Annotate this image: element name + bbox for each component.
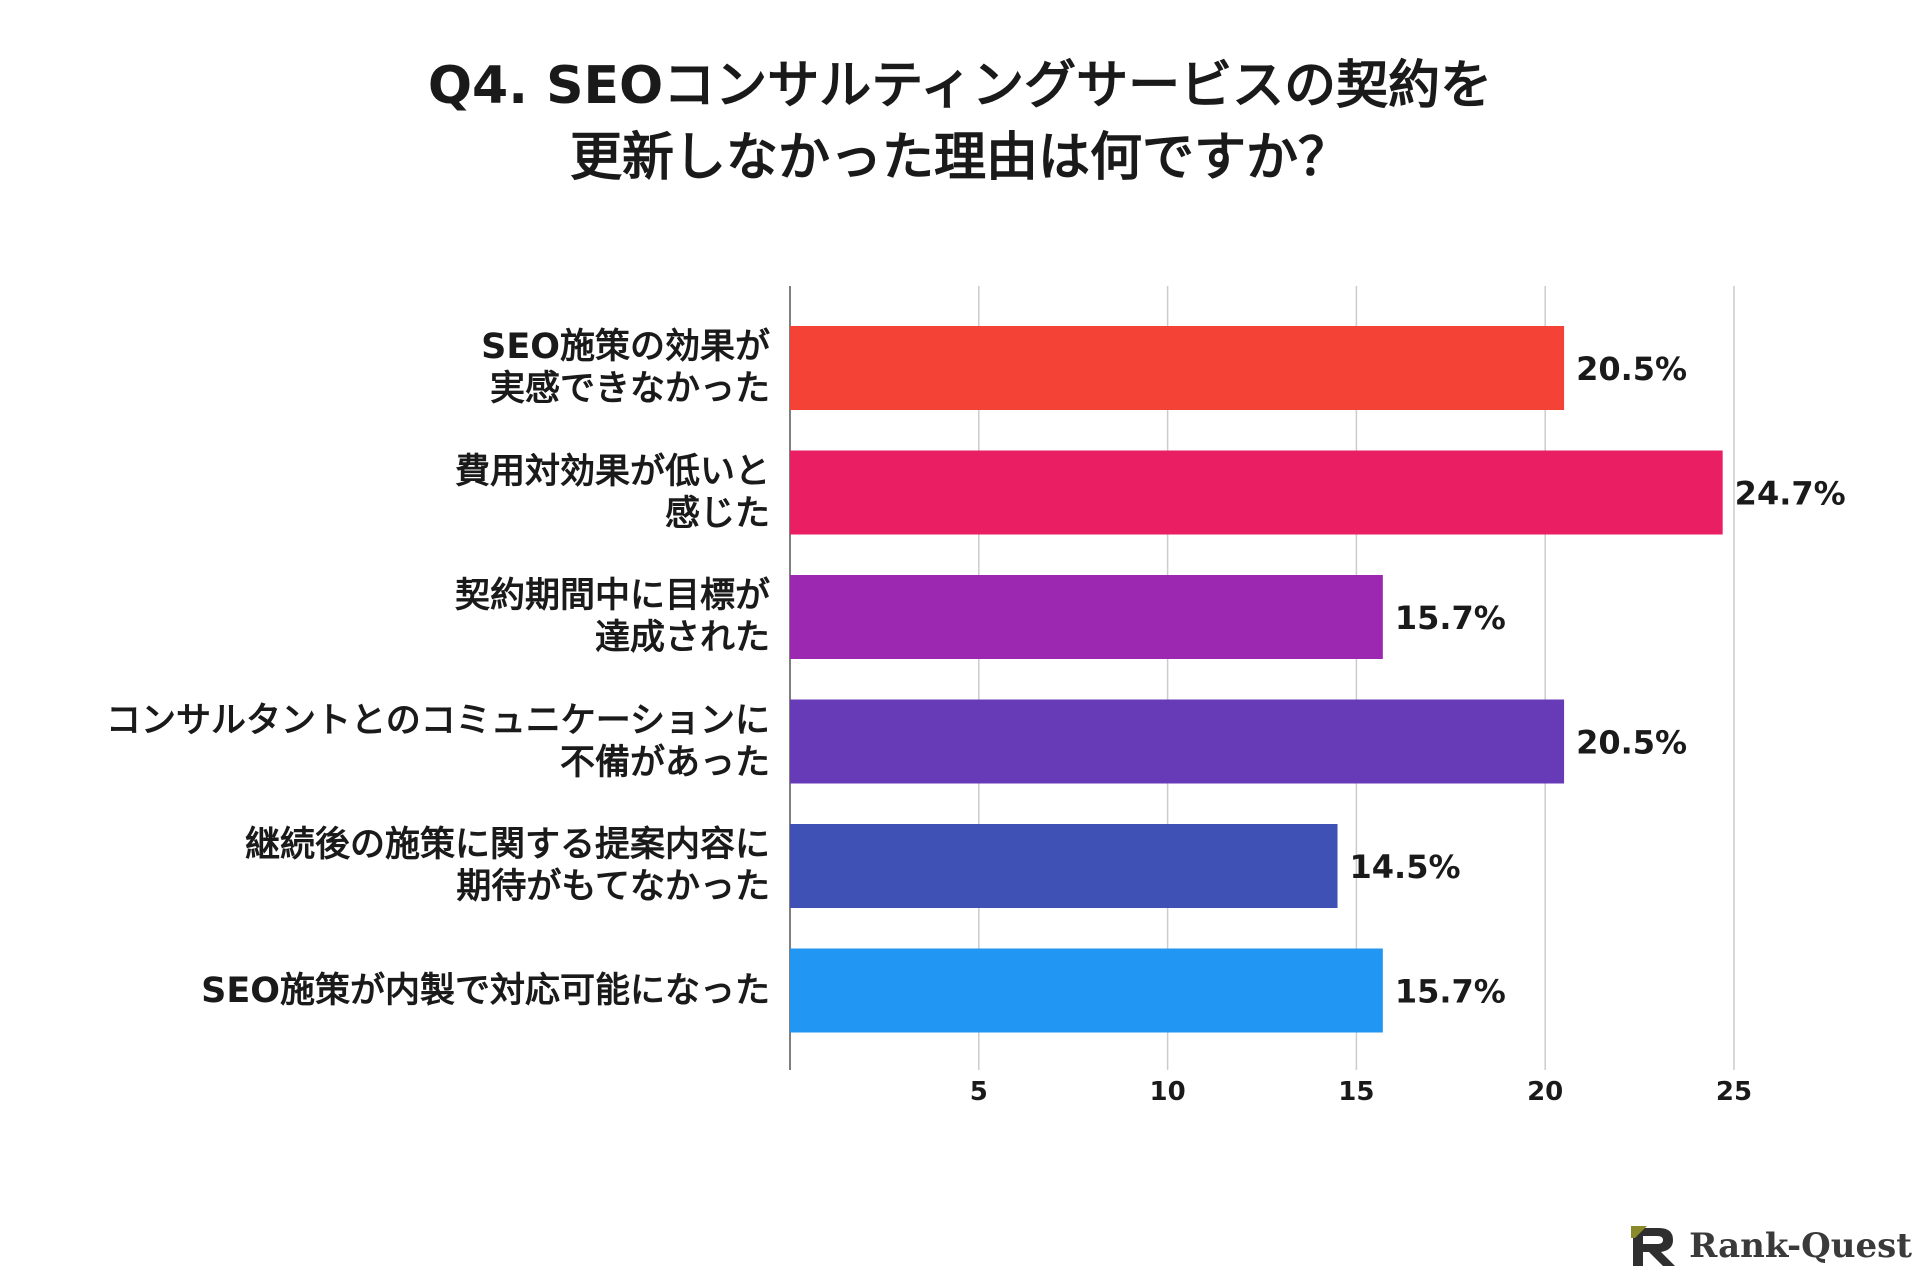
x-tick-label: 15	[1338, 1077, 1374, 1107]
category-label: SEO施策が内製で対応可能になった	[50, 970, 770, 1012]
data-labels: 20.5% 24.7% 15.7% 20.5% 14.5% 15.7%	[1350, 350, 1846, 1011]
category-label: 契約期間中に目標が 達成された	[50, 575, 770, 659]
bar	[790, 326, 1565, 410]
category-label-line: SEO施策の効果が	[481, 327, 770, 367]
data-label: 20.5%	[1576, 724, 1687, 762]
category-label-line: 契約期間中に目標が	[454, 576, 770, 616]
category-label-line: 達成された	[594, 618, 770, 658]
data-label: 14.5%	[1350, 848, 1461, 886]
bar	[790, 450, 1723, 535]
chart-title-line2: 更新しなかった理由は何ですか？	[569, 128, 1350, 188]
category-label-line: コンサルタントとのコミュニケーションに	[106, 700, 770, 741]
bar	[790, 699, 1565, 784]
category-label: コンサルタントとのコミュニケーションに 不備があった	[50, 700, 770, 784]
category-label: 継続後の施策に関する提案内容に 期待がもてなかった	[50, 824, 770, 908]
data-label: 20.5%	[1576, 350, 1687, 388]
category-label-line: 費用対効果が低いと	[454, 451, 770, 492]
x-tick-label: 25	[1716, 1077, 1752, 1107]
x-tick-label: 20	[1527, 1077, 1563, 1107]
x-tick-label: 5	[970, 1077, 988, 1107]
brand-logo: Rank-Quest	[1629, 1224, 1912, 1268]
brand-name: Rank-Quest	[1689, 1226, 1912, 1266]
data-label: 15.7%	[1395, 973, 1506, 1011]
x-axis-ticks: 5 10 15 20 25	[970, 1077, 1752, 1107]
category-label: SEO施策の効果が 実感できなかった	[50, 326, 770, 410]
category-label-line: 継続後の施策に関する提案内容に	[244, 825, 770, 865]
category-label-line: 期待がもてなかった	[456, 867, 770, 907]
bars	[790, 326, 1723, 1033]
category-label-line: 実感できなかった	[489, 369, 770, 409]
bar	[790, 824, 1338, 908]
category-label-line: 不備があった	[559, 742, 770, 783]
bar	[790, 948, 1383, 1033]
rank-quest-logo-icon	[1631, 1226, 1676, 1266]
chart-title: Q4. SEOコンサルティングサービスの契約を 更新しなかった理由は何ですか？	[0, 50, 1920, 194]
gridlines	[789, 286, 1735, 1070]
data-label: 15.7%	[1395, 599, 1506, 637]
category-label-line: SEO施策が内製で対応可能になった	[201, 970, 770, 1011]
category-label-line: 感じた	[664, 493, 770, 534]
chart-title-line1: Q4. SEOコンサルティングサービスの契約を	[427, 56, 1493, 116]
data-label: 24.7%	[1735, 475, 1846, 513]
x-tick-label: 10	[1150, 1077, 1186, 1107]
category-label: 費用対効果が低いと 感じた	[50, 451, 770, 535]
bar	[790, 575, 1383, 659]
